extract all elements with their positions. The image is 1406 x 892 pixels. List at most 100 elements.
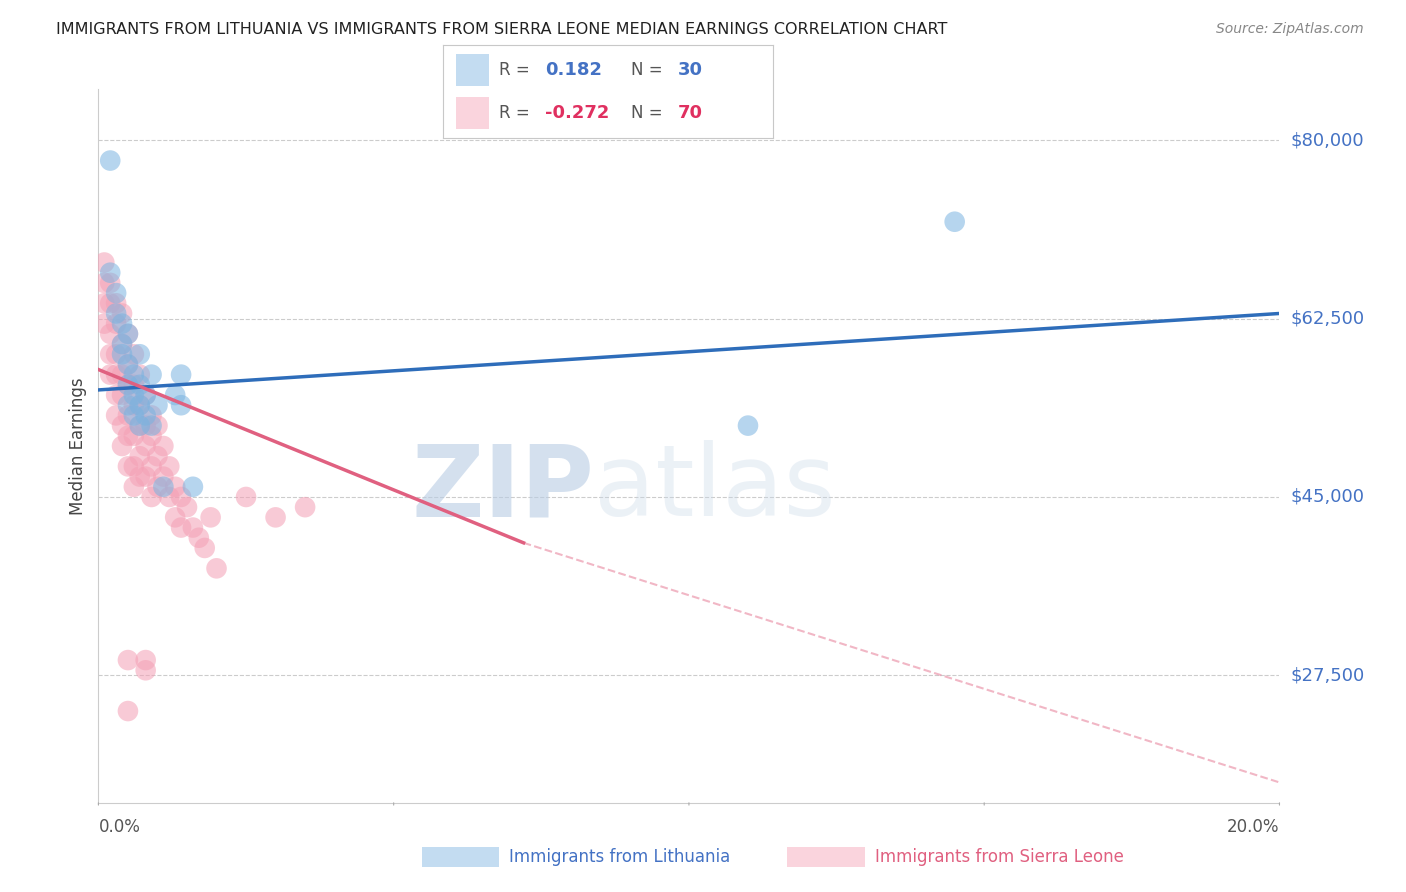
Point — [98, 296, 121, 310]
Point — [141, 368, 163, 382]
Point — [135, 409, 157, 423]
Text: 70: 70 — [678, 104, 703, 122]
Point — [117, 653, 139, 667]
Text: $62,500: $62,500 — [1291, 310, 1365, 327]
Point — [105, 368, 128, 382]
Point — [737, 418, 759, 433]
Point — [141, 490, 163, 504]
Point — [205, 561, 228, 575]
Point — [135, 469, 157, 483]
Point — [146, 449, 169, 463]
Point — [128, 418, 150, 433]
Text: $27,500: $27,500 — [1291, 666, 1365, 684]
Point — [128, 347, 150, 361]
Text: R =: R = — [499, 104, 536, 122]
Y-axis label: Median Earnings: Median Earnings — [69, 377, 87, 515]
Point — [111, 306, 134, 320]
Point — [170, 490, 193, 504]
Point — [165, 480, 187, 494]
Point — [294, 500, 316, 515]
Point — [111, 388, 134, 402]
Point — [105, 347, 128, 361]
Point — [111, 368, 134, 382]
Point — [176, 500, 198, 515]
Point — [135, 663, 157, 677]
Point — [111, 337, 134, 351]
Point — [194, 541, 217, 555]
Point — [105, 317, 128, 331]
Point — [187, 531, 209, 545]
Point — [122, 388, 145, 402]
Point — [117, 398, 139, 412]
Point — [152, 469, 174, 483]
Point — [117, 409, 139, 423]
Point — [98, 347, 121, 361]
Point — [135, 388, 157, 402]
Point — [200, 510, 222, 524]
Point — [117, 377, 139, 392]
Point — [170, 520, 193, 534]
Point — [111, 347, 134, 361]
Point — [135, 388, 157, 402]
Point — [105, 286, 128, 301]
Point — [111, 337, 134, 351]
Point — [165, 388, 187, 402]
Point — [111, 317, 134, 331]
Text: $80,000: $80,000 — [1291, 131, 1364, 149]
Point — [135, 418, 157, 433]
Point — [117, 358, 139, 372]
Point — [170, 398, 193, 412]
Point — [93, 317, 115, 331]
Point — [117, 704, 139, 718]
Point — [98, 266, 121, 280]
Point — [98, 276, 121, 290]
Point — [117, 429, 139, 443]
Text: Immigrants from Lithuania: Immigrants from Lithuania — [509, 848, 730, 866]
Point — [165, 510, 187, 524]
Point — [117, 326, 139, 341]
Point — [141, 418, 163, 433]
Point — [93, 296, 115, 310]
Text: $45,000: $45,000 — [1291, 488, 1365, 506]
Point — [105, 388, 128, 402]
Point — [122, 398, 145, 412]
Point — [117, 358, 139, 372]
Point — [152, 439, 174, 453]
Text: R =: R = — [499, 61, 536, 78]
Text: IMMIGRANTS FROM LITHUANIA VS IMMIGRANTS FROM SIERRA LEONE MEDIAN EARNINGS CORREL: IMMIGRANTS FROM LITHUANIA VS IMMIGRANTS … — [56, 22, 948, 37]
Text: 0.182: 0.182 — [546, 61, 602, 78]
Point — [128, 377, 150, 392]
Point — [141, 409, 163, 423]
Text: Source: ZipAtlas.com: Source: ZipAtlas.com — [1216, 22, 1364, 37]
Text: N =: N = — [631, 104, 668, 122]
Point — [146, 398, 169, 412]
Point — [122, 409, 145, 423]
Point — [117, 459, 139, 474]
Point — [141, 459, 163, 474]
Text: ZIP: ZIP — [412, 441, 595, 537]
Point — [105, 296, 128, 310]
Point — [122, 368, 145, 382]
Text: 30: 30 — [678, 61, 703, 78]
Point — [128, 398, 150, 412]
Bar — [456, 54, 489, 86]
Point — [157, 490, 180, 504]
Point — [98, 153, 121, 168]
Text: N =: N = — [631, 61, 668, 78]
Point — [264, 510, 287, 524]
Point — [93, 255, 115, 269]
Point — [122, 377, 145, 392]
Point — [122, 429, 145, 443]
Point — [235, 490, 257, 504]
Point — [98, 368, 121, 382]
Point — [117, 377, 139, 392]
Point — [122, 459, 145, 474]
Point — [122, 347, 145, 361]
Point — [98, 326, 121, 341]
Point — [141, 429, 163, 443]
Point — [135, 439, 157, 453]
Text: 20.0%: 20.0% — [1227, 818, 1279, 836]
Point — [152, 480, 174, 494]
Point — [93, 276, 115, 290]
Point — [117, 326, 139, 341]
